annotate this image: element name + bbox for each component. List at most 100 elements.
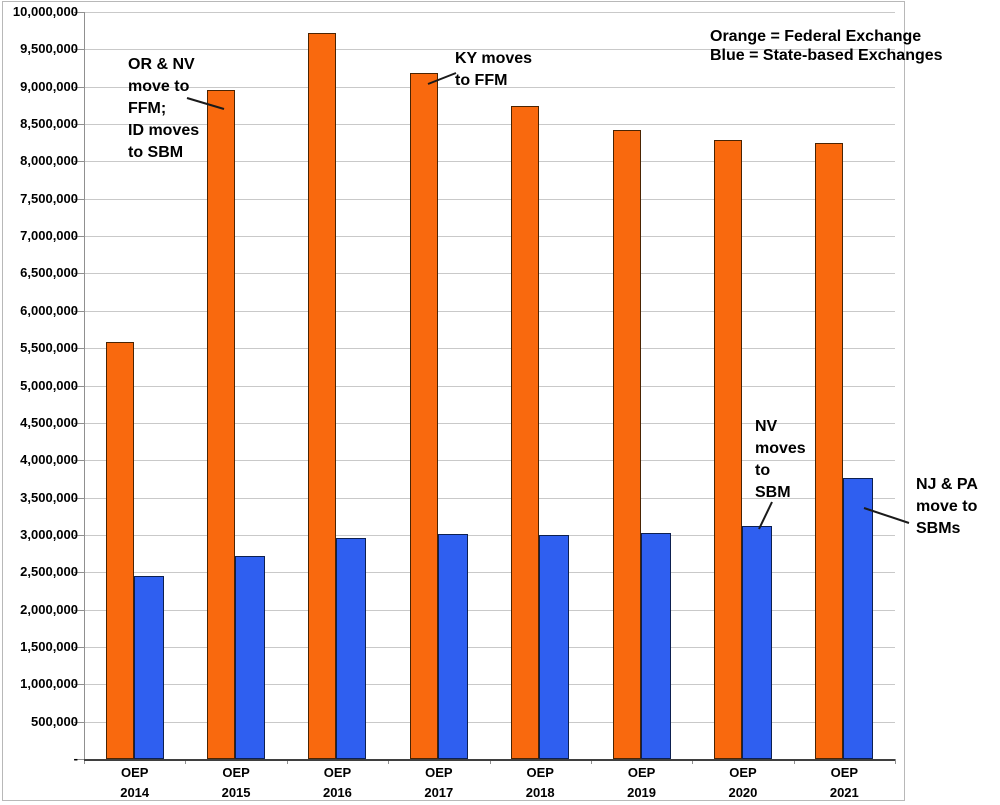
gridline — [84, 534, 895, 536]
x-axis-label-line2: 2016 — [322, 785, 352, 800]
x-axis-label-line1: OEP — [830, 765, 859, 780]
x-axis-tick — [692, 759, 694, 764]
y-axis-tick — [74, 348, 84, 350]
y-axis-label: 6,500,000 — [20, 265, 78, 281]
y-axis-label: 7,000,000 — [20, 228, 78, 244]
annotation-line: ID moves — [128, 122, 200, 139]
y-axis-tick — [74, 609, 84, 611]
y-axis-label: 5,500,000 — [20, 340, 78, 356]
annotation-nv-sbm: NV moves to SBM — [755, 416, 806, 504]
bar-federal-exchange-2014 — [106, 342, 134, 759]
y-axis-label: 10,000,000 — [12, 4, 78, 19]
y-axis-label: 1,000,000 — [20, 676, 78, 692]
x-axis-label-line2: 2018 — [525, 785, 555, 800]
gridline — [84, 422, 895, 424]
x-axis-label-line1: OEP — [120, 765, 149, 780]
x-axis-baseline — [84, 759, 895, 761]
y-axis-tick — [74, 310, 84, 312]
bar-state-based-exchanges-2021 — [843, 478, 873, 759]
x-axis-tick — [590, 759, 592, 764]
annotation-line: KY moves — [455, 50, 533, 67]
y-axis-tick — [74, 385, 84, 387]
x-axis-tick — [185, 759, 187, 764]
annotation-ky-ffm: KY moves to FFM — [455, 48, 532, 92]
bar-state-based-exchanges-2014 — [134, 576, 164, 759]
x-axis-label-2020: OEP 2020 — [697, 763, 789, 803]
y-axis-tick — [74, 759, 84, 760]
x-axis-label-line1: OEP — [526, 765, 554, 780]
x-axis-label-2019: OEP 2019 — [596, 763, 688, 803]
y-axis-label: - — [73, 751, 78, 766]
y-axis-tick — [74, 273, 84, 275]
bar-state-based-exchanges-2018 — [539, 535, 569, 759]
x-axis-label-2021: OEP 2021 — [798, 763, 890, 803]
bar-state-based-exchanges-2019 — [641, 533, 671, 759]
y-axis-label: 3,500,000 — [20, 489, 78, 505]
gridline — [84, 385, 895, 387]
y-axis-label: 6,000,000 — [20, 302, 78, 318]
bar-federal-exchange-2018 — [511, 106, 539, 759]
annotation-line: OR & NV — [128, 56, 195, 73]
y-axis-tick — [74, 572, 84, 574]
y-axis-label: 1,500,000 — [20, 638, 78, 654]
annotation-line: move to — [916, 498, 978, 515]
legend-line-federal: Orange = Federal Exchange — [710, 28, 922, 45]
y-axis-tick — [74, 684, 84, 686]
gridline — [84, 572, 895, 574]
annotation-line: SBM — [755, 484, 791, 501]
x-axis-tick — [388, 759, 390, 764]
x-axis-label-2016: OEP 2016 — [291, 763, 383, 803]
x-axis-label-line2: 2015 — [221, 785, 251, 800]
x-axis-label-2017: OEP 2017 — [393, 763, 485, 803]
annotation-line: move to — [128, 78, 190, 95]
y-axis-tick — [74, 460, 84, 462]
x-axis-label-line2: 2019 — [627, 785, 657, 800]
gridline — [84, 348, 895, 350]
gridline — [84, 460, 895, 462]
bar-state-based-exchanges-2015 — [235, 556, 265, 759]
gridline — [84, 161, 895, 163]
y-axis-label: 7,500,000 — [20, 190, 78, 206]
gridline — [84, 721, 895, 723]
y-axis-line — [84, 12, 85, 759]
x-axis-label-line2: 2020 — [728, 785, 758, 800]
y-axis-tick — [74, 198, 84, 200]
y-axis-tick — [74, 49, 84, 51]
bar-state-based-exchanges-2017 — [438, 534, 468, 759]
bar-federal-exchange-2019 — [613, 130, 641, 759]
annotation-line: FFM; — [128, 100, 167, 117]
gridline — [84, 684, 895, 686]
y-axis-label: 2,500,000 — [20, 564, 78, 580]
y-axis-label: 9,000,000 — [20, 78, 78, 94]
x-axis-tick — [84, 759, 85, 764]
gridline — [84, 236, 895, 238]
gridline — [84, 198, 895, 200]
bar-federal-exchange-2017 — [410, 73, 438, 759]
y-axis-tick — [74, 236, 84, 238]
x-axis-label-line1: OEP — [627, 765, 656, 780]
bar-federal-exchange-2021 — [815, 143, 843, 759]
annotation-line: to — [755, 462, 771, 479]
annotation-line: NV — [755, 418, 778, 435]
y-axis-tick — [74, 534, 84, 536]
legend-line-state: Blue = State-based Exchanges — [710, 47, 943, 64]
annotation-line: to FFM — [455, 72, 508, 89]
x-axis-tick — [895, 759, 896, 764]
gridline — [84, 49, 895, 51]
x-axis-label-2014: OEP 2014 — [89, 763, 181, 803]
y-axis-label: 9,500,000 — [20, 41, 78, 57]
bar-state-based-exchanges-2016 — [336, 538, 366, 759]
x-axis-label-line2: 2014 — [120, 785, 150, 800]
x-axis-label-2015: OEP 2015 — [190, 763, 282, 803]
gridline — [84, 124, 895, 126]
y-axis-label: 500,000 — [31, 713, 78, 729]
y-axis-label: 3,000,000 — [20, 526, 78, 542]
gridline — [84, 609, 895, 611]
annotation-line: SBMs — [916, 520, 961, 537]
bar-state-based-exchanges-2020 — [742, 526, 772, 759]
gridline — [84, 497, 895, 499]
x-axis-label-line2: 2017 — [424, 785, 454, 800]
annotation-nj-pa-sbm: NJ & PA move to SBMs — [916, 474, 978, 540]
y-axis-tick — [74, 422, 84, 424]
